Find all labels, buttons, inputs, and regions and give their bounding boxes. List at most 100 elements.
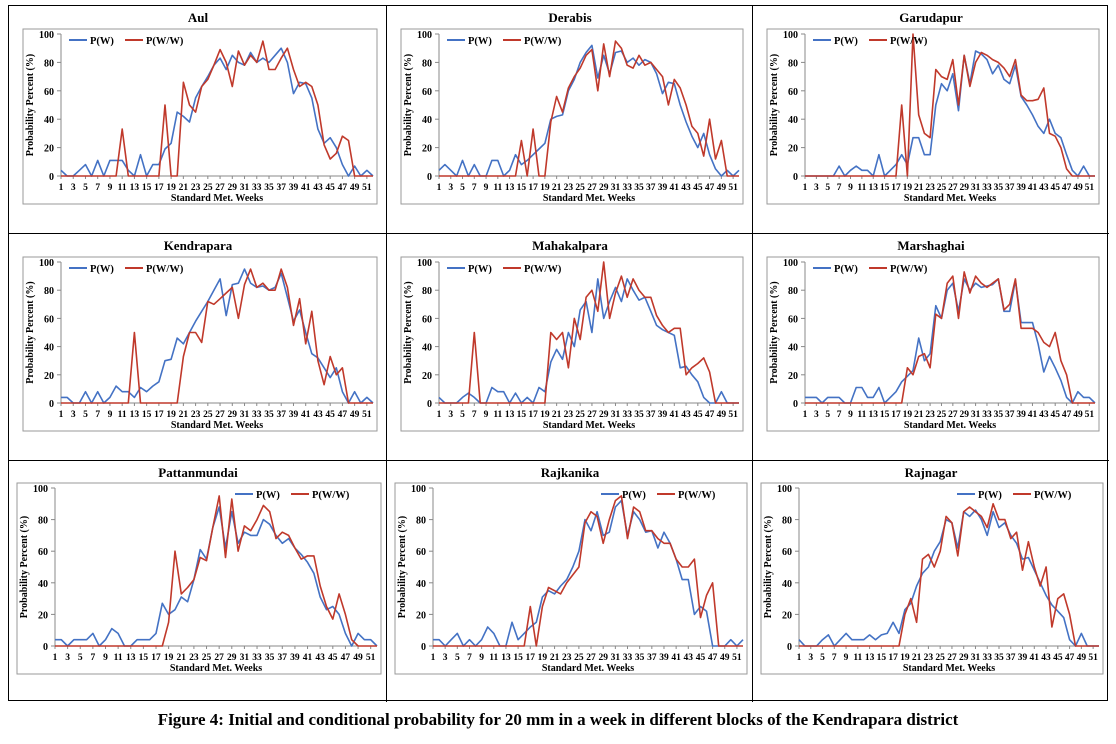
x-tick-label: 1 xyxy=(431,653,436,663)
x-tick-label: 49 xyxy=(350,183,360,193)
y-tick-label: 100 xyxy=(783,258,798,269)
x-tick-label: 25 xyxy=(203,183,213,193)
chart-panel-derabis: Derabis 0 20 40 60 80 100 1 3 5 7 9 11 13 15 17 19 21 23 25… xyxy=(387,6,753,234)
x-tick-label: 31 xyxy=(971,410,981,420)
x-tick-label: 9 xyxy=(844,653,849,663)
chart-frame xyxy=(22,28,378,205)
x-tick-label: 41 xyxy=(303,653,313,663)
x-tick-label: 27 xyxy=(587,410,597,420)
x-tick-label: 47 xyxy=(705,183,715,193)
x-tick-label: 25 xyxy=(575,410,585,420)
x-tick-label: 43 xyxy=(315,653,325,663)
y-axis-label: Probability Percent (%) xyxy=(25,54,36,156)
x-tick-label: 29 xyxy=(959,410,969,420)
x-tick-label: 19 xyxy=(164,653,174,663)
series-line-pww xyxy=(805,271,1095,404)
x-tick-label: 25 xyxy=(203,410,213,420)
legend-label: P(W) xyxy=(256,490,280,501)
x-tick-label: 7 xyxy=(472,410,477,420)
x-tick-label: 39 xyxy=(1018,653,1028,663)
y-axis-label: Probability Percent (%) xyxy=(397,516,408,618)
chart-frame xyxy=(400,28,744,205)
x-tick-label: 1 xyxy=(797,653,802,663)
x-tick-label: 45 xyxy=(325,410,335,420)
chart-frame xyxy=(766,28,1100,205)
x-tick-label: 15 xyxy=(142,183,152,193)
chart-frame xyxy=(22,256,378,432)
x-tick-label: 39 xyxy=(289,183,299,193)
legend-label: P(W/W) xyxy=(312,490,350,501)
x-tick-label: 3 xyxy=(808,653,813,663)
series-line-pww xyxy=(805,33,1095,177)
x-tick-label: 13 xyxy=(868,410,878,420)
y-tick-label: 100 xyxy=(33,484,48,495)
x-tick-label: 23 xyxy=(925,183,935,193)
x-tick-label: 19 xyxy=(903,183,913,193)
y-tick-label: 0 xyxy=(427,399,432,410)
x-tick-label: 9 xyxy=(479,653,484,663)
x-tick-label: 25 xyxy=(575,183,585,193)
x-axis-label: Standard Met. Weeks xyxy=(543,193,635,204)
x-axis-label: Standard Met. Weeks xyxy=(171,420,263,431)
legend-label: P(W/W) xyxy=(1034,490,1072,501)
x-tick-label: 15 xyxy=(517,410,527,420)
x-tick-label: 17 xyxy=(526,653,536,663)
x-tick-label: 51 xyxy=(366,653,376,663)
legend-label: P(W/W) xyxy=(890,36,928,47)
x-tick-label: 17 xyxy=(151,653,161,663)
x-axis-label: Standard Met. Weeks xyxy=(171,193,263,204)
x-tick-label: 51 xyxy=(1085,183,1095,193)
x-tick-label: 27 xyxy=(586,653,596,663)
x-tick-label: 13 xyxy=(868,183,878,193)
x-tick-label: 41 xyxy=(670,183,680,193)
x-tick-label: 11 xyxy=(489,653,498,663)
x-tick-label: 3 xyxy=(814,410,819,420)
y-tick-label: 80 xyxy=(782,516,792,527)
x-tick-label: 47 xyxy=(705,410,715,420)
legend-label: P(W/W) xyxy=(146,36,184,47)
x-tick-label: 5 xyxy=(78,653,83,663)
x-tick-label: 7 xyxy=(472,183,477,193)
x-tick-label: 17 xyxy=(528,183,538,193)
x-tick-label: 17 xyxy=(154,183,164,193)
legend-label: P(W/W) xyxy=(146,264,184,275)
y-tick-label: 60 xyxy=(788,314,798,325)
y-axis-label: Probability Percent (%) xyxy=(25,281,36,383)
x-tick-label: 21 xyxy=(914,410,924,420)
x-tick-label: 1 xyxy=(803,183,808,193)
x-tick-label: 47 xyxy=(338,183,348,193)
y-tick-label: 60 xyxy=(422,87,432,98)
x-tick-label: 23 xyxy=(924,653,934,663)
chart-title: Derabis xyxy=(548,10,591,25)
x-tick-label: 37 xyxy=(1005,183,1015,193)
x-tick-label: 47 xyxy=(1065,653,1075,663)
x-tick-label: 37 xyxy=(1005,410,1015,420)
x-tick-label: 1 xyxy=(437,183,442,193)
x-tick-label: 45 xyxy=(328,653,338,663)
x-tick-label: 3 xyxy=(448,183,453,193)
x-tick-label: 35 xyxy=(994,410,1004,420)
x-tick-label: 39 xyxy=(659,653,669,663)
x-tick-label: 5 xyxy=(460,183,465,193)
legend-label: P(W) xyxy=(90,36,114,47)
chart-panel-rajnagar: Rajnagar 0 20 40 60 80 100 1 3 5 7 9 11 13 15 17 19 21 23 2… xyxy=(753,461,1109,702)
y-tick-label: 60 xyxy=(416,547,426,558)
x-tick-label: 23 xyxy=(925,410,935,420)
x-tick-label: 33 xyxy=(982,410,992,420)
x-tick-label: 7 xyxy=(832,653,837,663)
y-tick-label: 100 xyxy=(417,258,432,269)
x-tick-label: 11 xyxy=(493,183,502,193)
x-tick-label: 51 xyxy=(728,183,738,193)
x-tick-label: 25 xyxy=(937,410,947,420)
figure-panel-grid: Aul 0 20 40 60 80 100 1 3 5 7 9 11 13 15 17 19 21 23 25 27 29… xyxy=(8,5,1109,702)
x-tick-label: 9 xyxy=(108,183,113,193)
y-tick-label: 100 xyxy=(39,258,54,269)
series-line-pww xyxy=(439,261,739,404)
x-tick-label: 5 xyxy=(455,653,460,663)
x-tick-label: 39 xyxy=(1016,410,1026,420)
figure-caption: Figure 4: Initial and conditional probab… xyxy=(157,710,959,729)
chart-panel-kendrapara: Kendrapara 0 20 40 60 80 100 1 3 5 7 9 11 13 15 17 19 21 2… xyxy=(9,234,387,461)
y-tick-label: 100 xyxy=(783,30,798,41)
x-tick-label: 39 xyxy=(658,410,668,420)
